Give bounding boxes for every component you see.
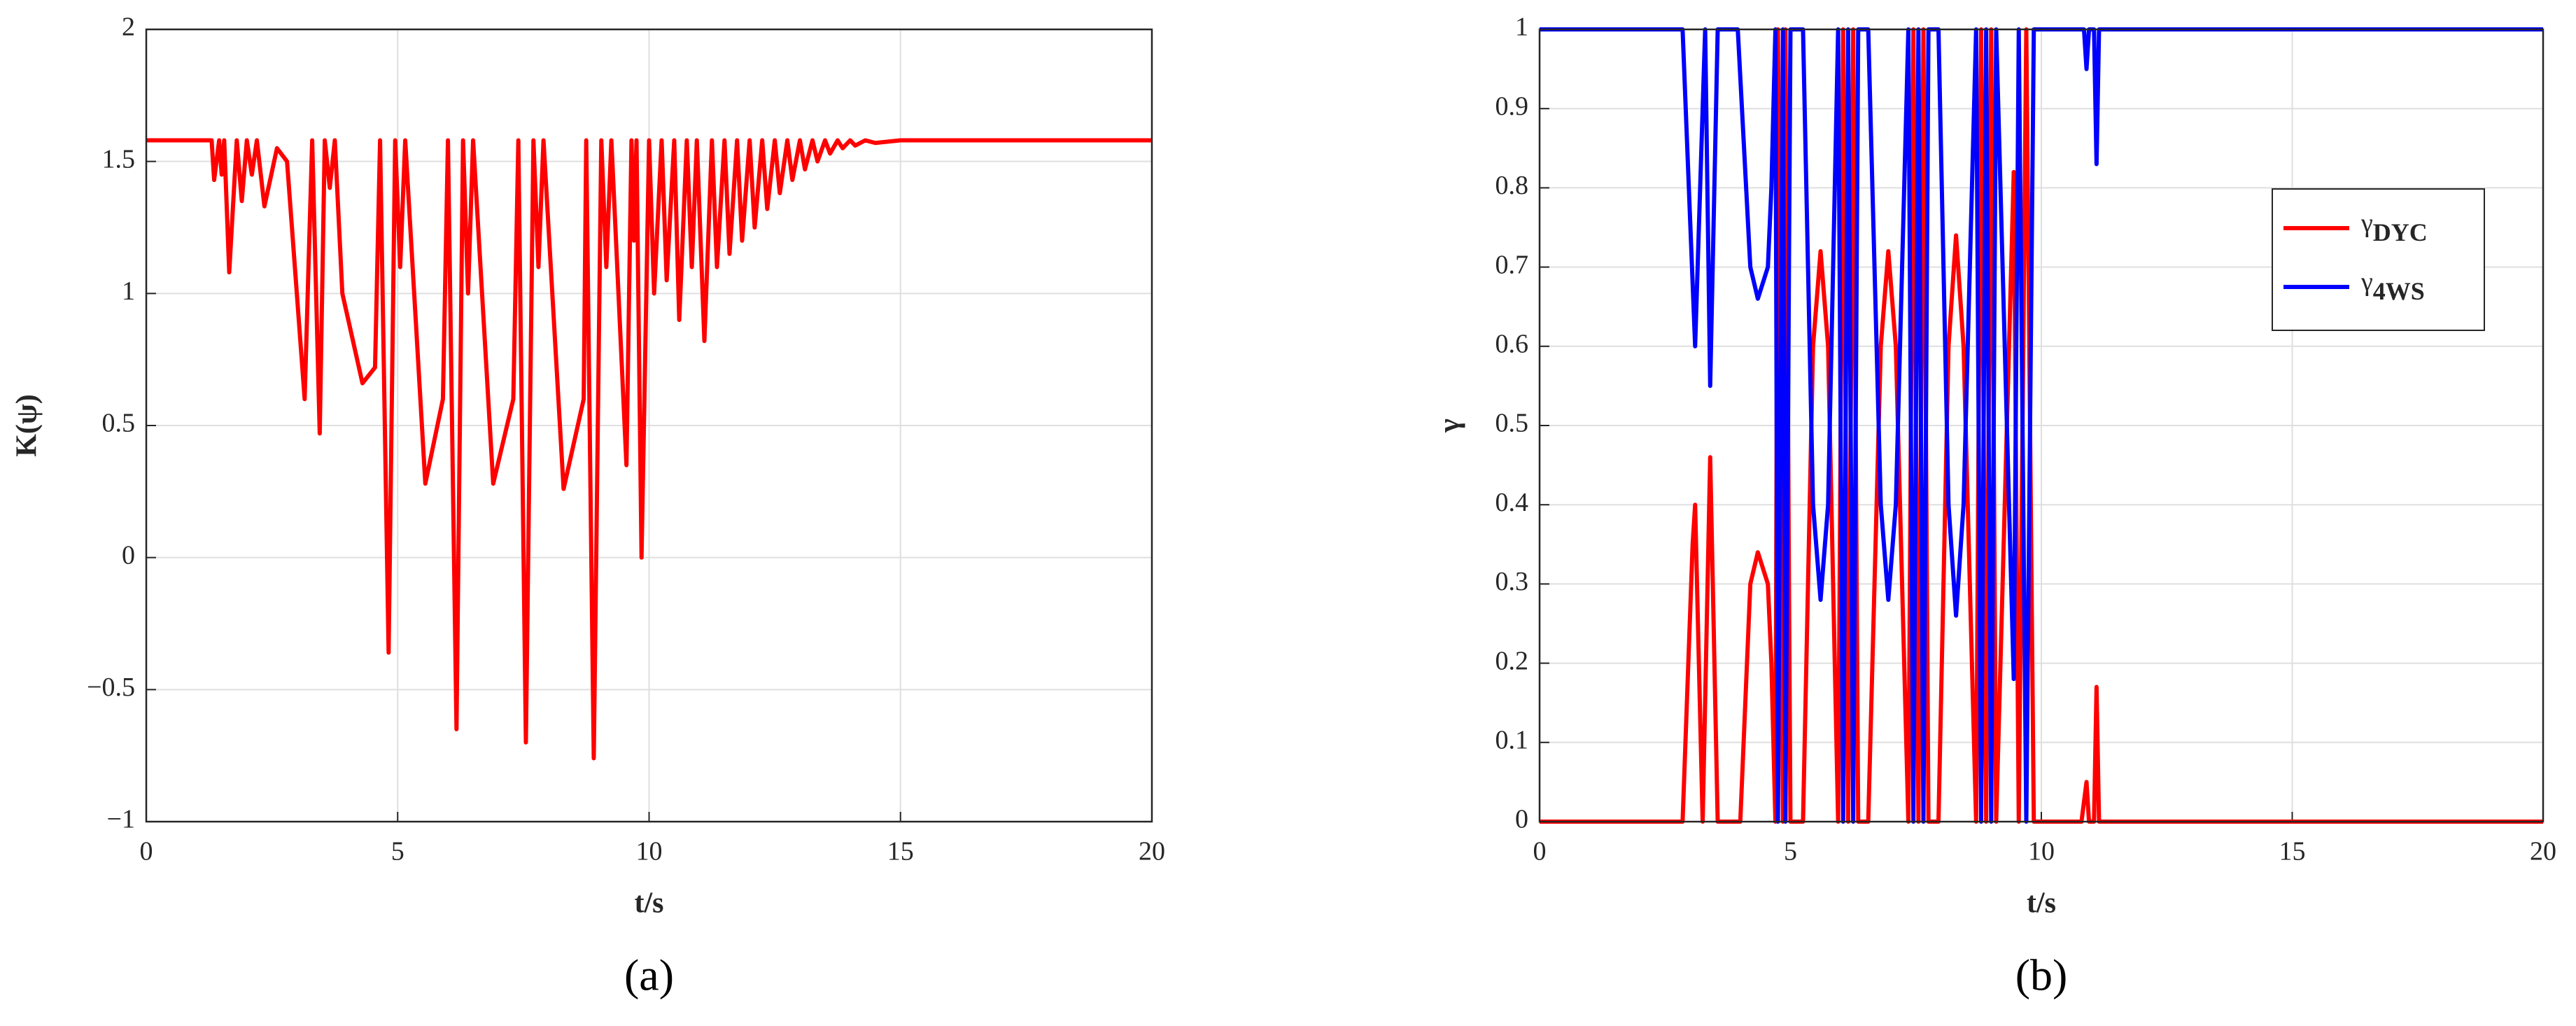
data-line: [146, 138, 1152, 761]
y-tick-label: 0.2: [1495, 646, 1529, 675]
y-tick-label: −0.5: [87, 673, 135, 702]
x-tick-label: 20: [2530, 837, 2556, 866]
x-tick-label: 10: [2028, 837, 2055, 866]
chart-panel: 0 5 10 15 20 −1 −0.5 0 0.5 1 1.5 2 t/s K(ψ) (a): [11, 13, 1165, 1000]
chart-panel: 0 5 10 15 20 0 0.1 0.2 0.3 0.4 0.5 0.6 0.7 0.8 0.9 1 t/s…: [1434, 13, 2556, 1000]
legend-label: γ4WS: [2360, 267, 2425, 306]
y-axis-label: γ: [1434, 419, 1466, 433]
y-tick-label: 0.4: [1495, 488, 1529, 517]
legend-label: γDYC: [2360, 209, 2428, 247]
y-tick-label: 0.9: [1495, 92, 1529, 121]
x-tick-label: 5: [391, 837, 404, 866]
y-tick-label: 1: [122, 276, 135, 306]
x-tick-label: 10: [636, 837, 663, 866]
axes-box: [145, 28, 1153, 823]
x-tick-label: 0: [140, 837, 153, 866]
y-tick-label: 0.6: [1495, 330, 1529, 359]
panel-caption: (b): [2015, 950, 2068, 1000]
panel-caption: (a): [624, 950, 674, 1000]
y-tick-label: 0: [122, 540, 135, 570]
y-tick-label: 0.5: [102, 409, 136, 438]
y-tick-label: 0.7: [1495, 250, 1529, 279]
x-tick-label: 15: [2279, 837, 2306, 866]
y-axis-label: K(ψ): [11, 394, 43, 457]
legend-box: [2272, 188, 2485, 331]
y-tick-label: 1.5: [102, 144, 136, 174]
y-tick-label: 0.3: [1495, 567, 1529, 596]
x-tick-label: 20: [1139, 837, 1165, 866]
axes-box: [1538, 28, 2545, 823]
y-tick-label: 0: [1515, 805, 1528, 834]
x-tick-label: 15: [887, 837, 914, 866]
y-tick-label: 2: [122, 13, 135, 42]
y-tick-label: −1: [107, 805, 135, 834]
x-axis-label: t/s: [635, 887, 664, 920]
y-tick-label: 1: [1515, 13, 1528, 42]
y-tick-label: 0.8: [1495, 171, 1529, 200]
x-tick-label: 5: [1784, 837, 1797, 866]
data-line: [1540, 27, 2543, 824]
y-tick-label: 0.5: [1495, 409, 1529, 438]
x-axis-label: t/s: [2027, 887, 2056, 920]
x-tick-label: 0: [1533, 837, 1547, 866]
y-tick-label: 0.1: [1495, 726, 1529, 755]
